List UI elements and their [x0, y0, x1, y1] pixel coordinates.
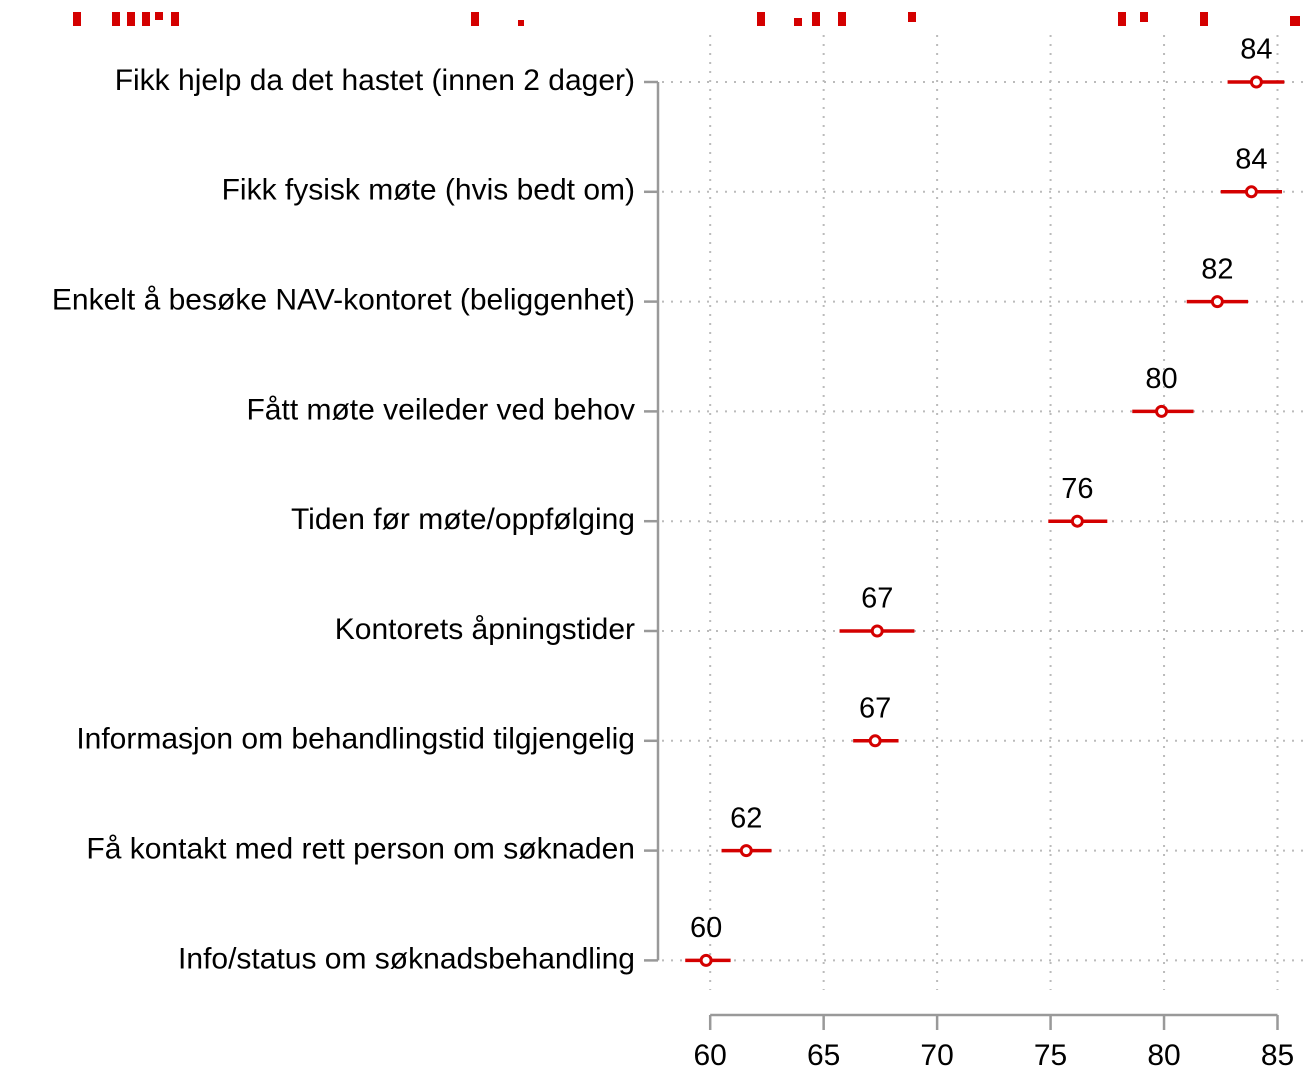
value-label: 76 — [1061, 473, 1093, 505]
point — [1210, 295, 1224, 309]
point — [739, 844, 753, 858]
point — [868, 734, 882, 748]
x-tick-label: 85 — [1261, 1039, 1294, 1072]
value-label: 60 — [690, 912, 722, 944]
y-tick-label: Kontorets åpningstider — [335, 613, 635, 646]
point — [1155, 404, 1169, 418]
y-tick-label: Fikk hjelp da det hastet (innen 2 dager) — [115, 64, 635, 97]
y-tick-label: Tiden før møte/oppfølging — [291, 503, 635, 536]
value-label: 80 — [1145, 363, 1177, 395]
point — [1244, 185, 1258, 199]
point — [1249, 75, 1263, 89]
y-tick-label: Fikk fysisk møte (hvis bedt om) — [222, 174, 635, 207]
y-tick-label: Enkelt å besøke NAV-kontoret (beliggenhe… — [52, 284, 635, 317]
value-label: 67 — [859, 692, 891, 724]
value-label: 62 — [730, 802, 762, 834]
value-label: 84 — [1240, 34, 1272, 66]
point — [1070, 514, 1084, 528]
value-label: 82 — [1201, 253, 1233, 285]
cropped-title — [73, 12, 1300, 26]
point — [870, 624, 884, 638]
x-tick-label: 75 — [1034, 1039, 1067, 1072]
x-tick-label: 70 — [920, 1039, 953, 1072]
point — [699, 953, 713, 967]
y-tick-label: Få kontakt med rett person om søknaden — [86, 833, 635, 866]
x-tick-label: 65 — [807, 1039, 840, 1072]
value-label: 67 — [861, 583, 893, 615]
value-label: 84 — [1235, 143, 1267, 175]
y-tick-label: Fått møte veileder ved behov — [246, 393, 635, 426]
y-tick-label: Info/status om søknadsbehandling — [178, 942, 635, 975]
y-tick-label: Informasjon om behandlingstid tilgjengel… — [76, 723, 635, 756]
x-tick-label: 80 — [1147, 1039, 1180, 1072]
x-tick-label: 60 — [694, 1039, 727, 1072]
